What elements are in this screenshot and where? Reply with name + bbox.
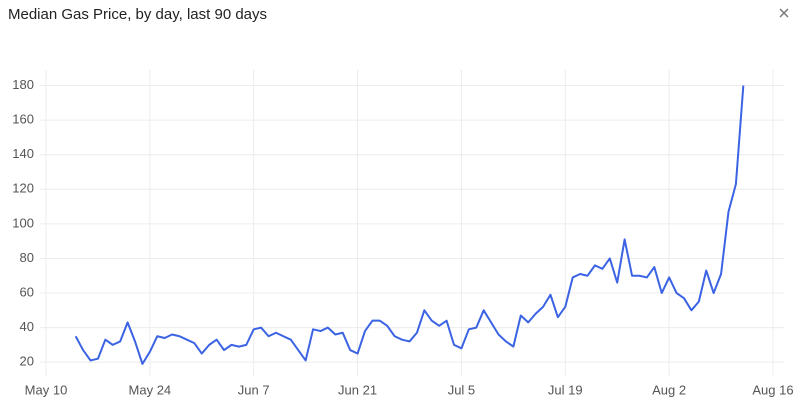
- x-tick-label: Jul 19: [548, 382, 583, 397]
- x-tick-label: Aug 16: [752, 382, 793, 397]
- y-tick-label: 180: [12, 77, 34, 92]
- x-tick-label: Jun 21: [338, 382, 377, 397]
- close-button[interactable]: [779, 8, 789, 18]
- x-tick-label: May 10: [25, 382, 68, 397]
- y-tick-label: 40: [20, 319, 34, 334]
- data-line: [74, 85, 745, 365]
- close-icon: [779, 8, 789, 18]
- y-tick-label: 80: [20, 250, 34, 265]
- y-tick-label: 60: [20, 284, 34, 299]
- x-tick-label: Jul 5: [448, 382, 475, 397]
- y-tick-label: 120: [12, 181, 34, 196]
- x-tick-label: Aug 2: [652, 382, 686, 397]
- y-tick-label: 100: [12, 215, 34, 230]
- y-tick-label: 20: [20, 354, 34, 369]
- x-tick-label: May 24: [129, 382, 172, 397]
- chart-title: Median Gas Price, by day, last 90 days: [8, 6, 267, 23]
- x-tick-label: Jun 7: [238, 382, 270, 397]
- y-tick-label: 160: [12, 112, 34, 127]
- y-tick-label: 140: [12, 146, 34, 161]
